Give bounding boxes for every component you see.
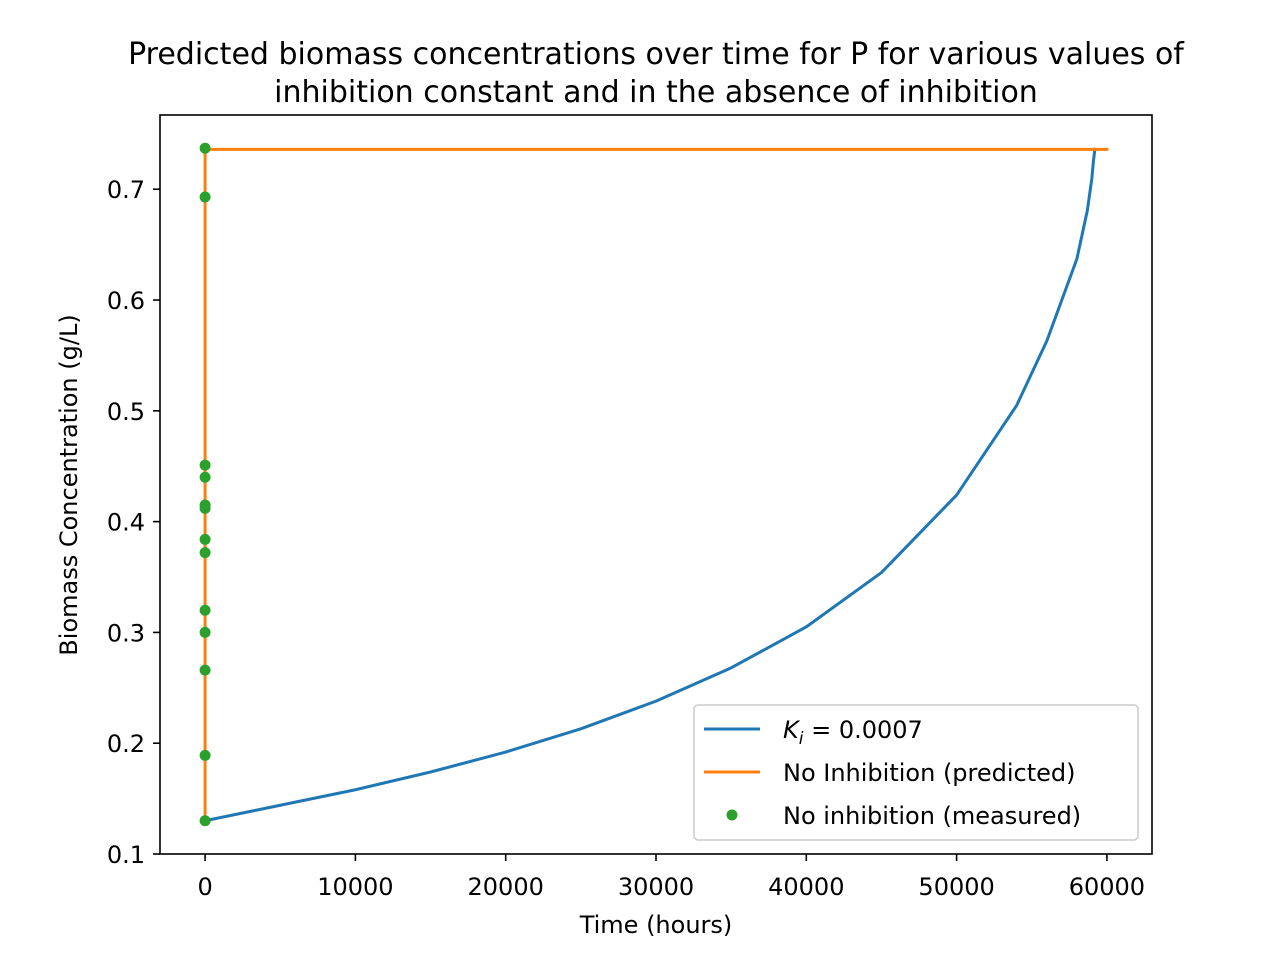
y-tick-label: 0.5 [107,398,145,426]
legend: Ki = 0.0007 No Inhibition (predicted) No i… [693,704,1139,841]
y-tick-label: 0.6 [107,287,145,315]
y-tick-label: 0.4 [107,509,145,537]
x-tick-label: 10000 [317,873,393,901]
legend-label: Ki = 0.0007 [783,716,923,749]
y-tick-label: 0.1 [107,841,145,869]
x-tick-label: 60000 [1069,873,1145,901]
legend-label: No Inhibition (predicted) [783,759,1076,787]
data-point [199,533,211,545]
legend-box [693,704,1139,841]
data-point [199,459,211,471]
data-point [199,471,211,483]
legend-label: No inhibition (measured) [783,802,1081,830]
data-point [199,547,211,559]
data-point [199,749,211,761]
data-point [199,499,211,511]
series-line-0 [203,147,1097,823]
x-tick-label: 0 [197,873,212,901]
data-point [199,604,211,616]
x-tick-label: 20000 [468,873,544,901]
y-tick-label: 0.2 [107,730,145,758]
data-point [199,191,211,203]
y-tick-label: 0.7 [107,176,145,204]
x-axis-label: Time (hours) [579,911,733,939]
y-axis-label: Biomass Concentration (g/L) [55,314,83,655]
data-point [199,815,211,827]
chart-title-line1: Predicted biomass concentrations over ti… [128,37,1185,72]
data-point [199,664,211,676]
x-tick-label: 50000 [918,873,994,901]
data-point [199,142,211,154]
chart-title-line2: inhibition constant and in the absence o… [274,75,1038,110]
plot-area: 0 10000 20000 30000 40000 50000 60000 0.1 0.2 0.3… [107,114,1153,901]
x-tick-label: 30000 [618,873,694,901]
x-tick-label: 40000 [768,873,844,901]
y-tick-label: 0.3 [107,619,145,647]
legend-swatch-marker [726,809,738,821]
data-point [199,626,211,638]
